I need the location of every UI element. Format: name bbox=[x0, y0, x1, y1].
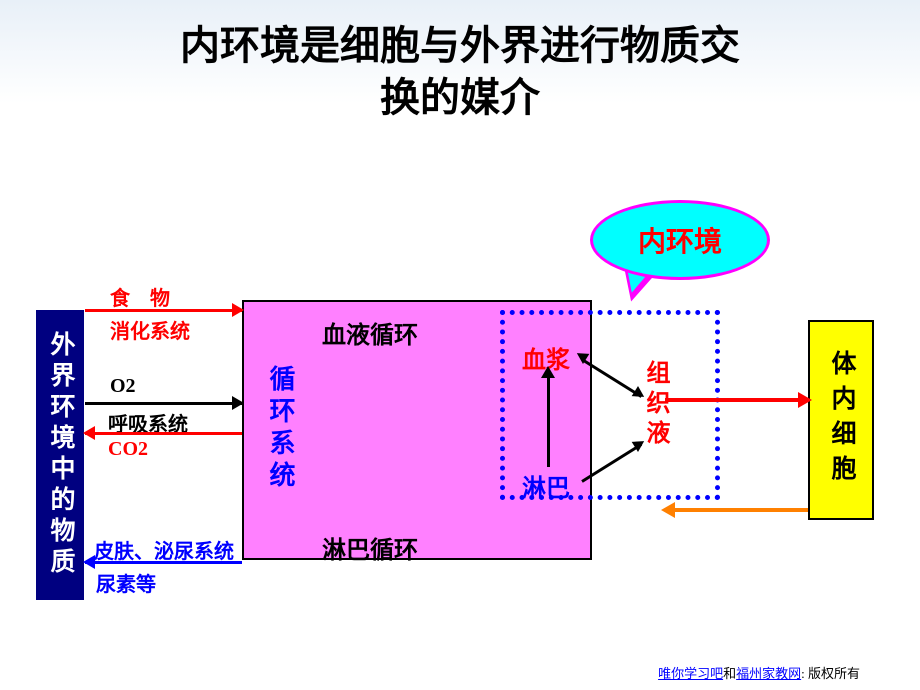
external-env-label: 外界环境中的物质 bbox=[42, 331, 78, 579]
digest-label: 消化系统 bbox=[110, 315, 190, 344]
tissue-label: 组织液 bbox=[638, 360, 673, 450]
body-cells-box: 体内细胞 bbox=[808, 320, 874, 520]
arrow-food-head bbox=[232, 303, 244, 317]
footer: 唯你学习吧和福州家教网: 版权所有 bbox=[658, 663, 860, 682]
diagram-area: 外界环境中的物质 体内细胞 内环境 食 物 消化系统 O2 呼吸系统 CO2 皮… bbox=[0, 190, 920, 630]
circ-sys-label: 循环系统 bbox=[262, 365, 299, 493]
food-label: 食 物 bbox=[110, 282, 170, 311]
arrow-o2-head bbox=[232, 396, 244, 410]
o2-label: O2 bbox=[110, 375, 136, 398]
co2-label: CO2 bbox=[108, 438, 148, 461]
arrow-urea-head bbox=[83, 555, 95, 569]
arrow-co2-head bbox=[83, 426, 95, 440]
skin-label: 皮肤、泌尿系统 bbox=[94, 535, 234, 564]
title-line2: 换的媒介 bbox=[0, 72, 920, 124]
arrow-urea bbox=[85, 561, 242, 564]
footer-mid: 和 bbox=[723, 666, 736, 681]
arrow-co2 bbox=[85, 432, 242, 435]
arrow-to-cells bbox=[665, 398, 808, 402]
arrow-food bbox=[85, 309, 242, 312]
arrow-from-cells bbox=[665, 508, 808, 512]
arrow-from-cells-head bbox=[661, 502, 675, 518]
arrow-o2 bbox=[85, 402, 242, 405]
urea-label: 尿素等 bbox=[96, 568, 156, 597]
title-line1: 内环境是细胞与外界进行物质交 bbox=[0, 20, 920, 72]
lymph-label: 淋巴 bbox=[522, 468, 570, 503]
internal-env-callout: 内环境 bbox=[590, 200, 770, 280]
arrow-lymph-plasma bbox=[547, 372, 550, 467]
callout-text: 内环境 bbox=[638, 220, 722, 260]
footer-link2[interactable]: 福州家教网 bbox=[736, 666, 801, 681]
footer-tail: : 版权所有 bbox=[801, 666, 860, 681]
external-env-box: 外界环境中的物质 bbox=[36, 310, 84, 600]
body-cells-label: 体内细胞 bbox=[823, 350, 859, 490]
blood-circ-label: 血液循环 bbox=[322, 315, 418, 350]
arrow-lymph-plasma-head bbox=[541, 366, 555, 378]
footer-link1[interactable]: 唯你学习吧 bbox=[658, 666, 723, 681]
lymph-circ-label: 淋巴循环 bbox=[322, 530, 418, 565]
arrow-to-cells-head bbox=[798, 392, 812, 408]
